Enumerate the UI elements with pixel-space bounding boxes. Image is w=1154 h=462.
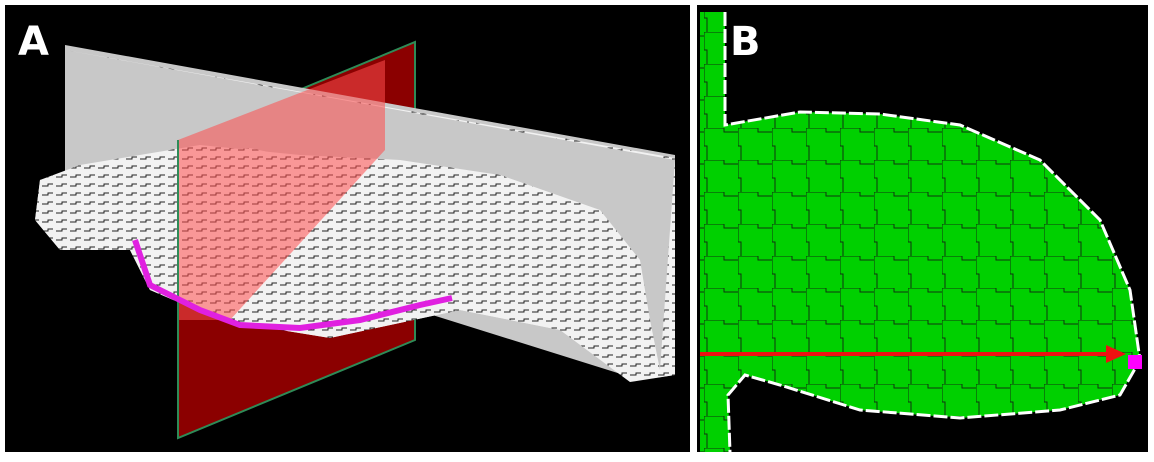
panel-label: A <box>18 19 49 65</box>
figure: A B <box>0 0 1154 458</box>
panel-label: B <box>730 19 761 65</box>
endpoint-marker <box>1128 355 1142 369</box>
